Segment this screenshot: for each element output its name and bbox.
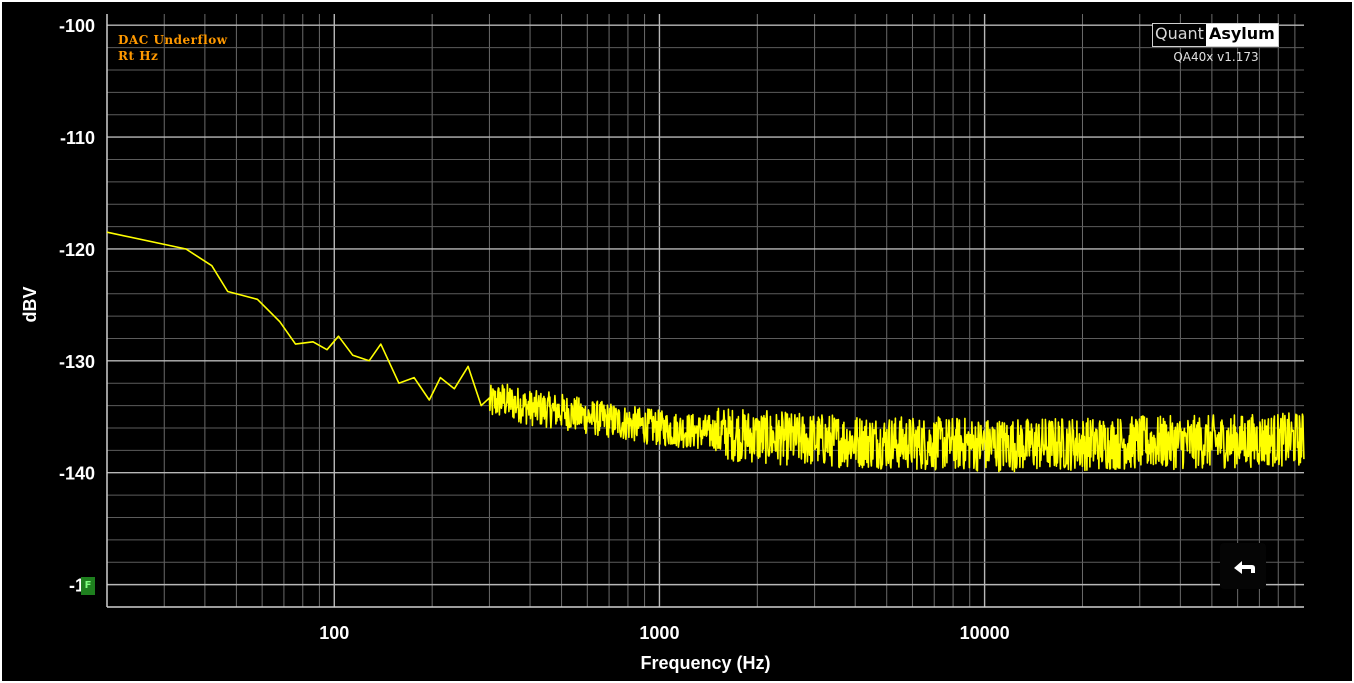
brand-logo-quant: Quant [1153,24,1206,46]
y-tick-label: -100 [59,16,95,36]
y-tick-label: -140 [59,464,95,484]
brand-logo: Quant Asylum [1152,23,1279,47]
version-label: QA40x v1.173 [1173,50,1259,64]
units-status: Rt Hz [118,49,159,63]
y-tick-label: -110 [60,128,95,148]
y-tick-label: -120 [59,240,95,260]
noise-spectrum-trace [106,231,1305,473]
y-tick-label: -130 [59,352,95,372]
y-axis-title: dBV [20,287,40,323]
undo-button[interactable] [1220,543,1266,589]
x-tick-label: 100 [319,623,349,643]
x-axis-title: Frequency (Hz) [640,653,770,673]
brand-logo-asylum: Asylum [1205,24,1278,46]
marker-badge[interactable]: F [81,577,95,595]
x-tick-label: 10000 [960,623,1010,643]
x-tick-label: 1000 [639,623,679,643]
underflow-status: DAC Underflow [118,33,228,47]
undo-arrow-icon [1234,561,1255,574]
status-overlay: DAC Underflow Rt Hz [118,32,228,64]
